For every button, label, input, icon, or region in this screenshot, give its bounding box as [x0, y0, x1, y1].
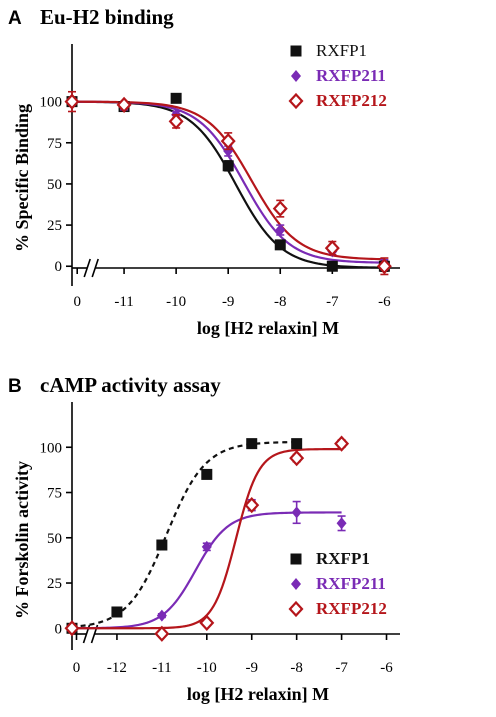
panel-b-point-rxfp1: [246, 438, 258, 450]
panel-a-point-rxfp212: [64, 93, 80, 110]
panel-a-legend-label-rxfp211: RXFP211: [316, 66, 386, 85]
panel-b-axes: 0 25 50 75 100 0 -12 -11 -10 -9 -8 -7 -6: [40, 402, 400, 676]
panel-a-y-tick-label: 100: [40, 95, 63, 111]
panel-b-point-rxfp212: [199, 614, 215, 631]
panel-a-fit-curve-rxfp212: [71, 100, 385, 261]
panel-b-point-rxfp1: [111, 606, 123, 618]
panel-a-y-tick-label: 75: [47, 136, 62, 152]
panel-a-x-tick-label: -7: [326, 294, 339, 310]
panel-a-point-rxfp1: [222, 160, 234, 172]
panel-a-point-rxfp212: [116, 96, 132, 114]
panel-b-point-rxfp211: [201, 540, 212, 553]
panel-a-y-tick-label: 25: [47, 218, 62, 234]
panel-b-y-tick-label: 25: [47, 576, 62, 592]
panel-a-x-tick-label: -11: [114, 294, 133, 310]
panel-b-x-tick-label: -7: [335, 660, 348, 676]
panel-b-point-rxfp211: [156, 609, 167, 622]
panel-b-legend-label-rxfp1: RXFP1: [316, 549, 370, 568]
panel-a-point-rxfp211: [223, 145, 234, 158]
panel-a-point-rxfp1: [326, 260, 338, 272]
panel-b-fit-curve-rxfp212: [72, 447, 342, 630]
panel-a-point-rxfp211: [275, 224, 286, 237]
panel-b-x-tick-label: -9: [245, 660, 258, 676]
panel-a-point-rxfp212: [272, 200, 288, 217]
panel-a-legend-label-rxfp212: RXFP212: [316, 91, 387, 110]
panel-b-point-rxfp212: [334, 435, 350, 452]
panel-b-title: cAMP activity assay: [40, 373, 221, 397]
panel-a-fit-curve-rxfp211: [71, 100, 385, 264]
panel-b-letter: B: [8, 376, 22, 397]
panel-a-point-rxfp1: [274, 239, 286, 251]
panel-b-legend-marker-rxfp1: [290, 553, 302, 565]
panel-a-fit-curves: [71, 100, 385, 269]
panel-a-y-tick-label: 0: [55, 259, 63, 275]
panel-a-y-axis-label: % Specific Binding: [12, 104, 32, 252]
panel-a-point-rxfp212: [376, 258, 392, 275]
panel-b-point-rxfp211: [291, 506, 302, 519]
panel-b-x-tick-label: 0: [73, 660, 81, 676]
panel-a-axes: 0 25 50 75 100 0 -11 -10 -9 -8 -7 -6: [40, 44, 400, 310]
panel-a-point-rxfp212: [168, 113, 184, 130]
panel-a-axis-break-mark: [91, 258, 99, 278]
panel-a-legend: RXFP1 RXFP211 RXFP212: [288, 41, 387, 110]
panel-b-point-rxfp212: [154, 625, 170, 642]
panel-a: A Eu-H2 binding % Specific Binding log […: [8, 5, 400, 338]
panel-b-point-rxfp212: [289, 449, 305, 467]
panel-a-legend-marker-rxfp211: [291, 70, 301, 82]
panel-b-x-tick-label: -11: [152, 660, 171, 676]
panel-b-x-tick-label: -8: [290, 660, 303, 676]
panel-a-x-tick-label: -6: [378, 294, 391, 310]
panel-b-point-rxfp1: [156, 539, 168, 551]
panel-b-y-tick-label: 100: [40, 440, 63, 456]
panel-b-legend-label-rxfp211: RXFP211: [316, 574, 386, 593]
panel-b-y-tick-label: 75: [47, 486, 62, 502]
panel-b-y-tick-label: 50: [47, 531, 62, 547]
panel-a-y-tick-label: 50: [47, 177, 62, 193]
panel-b-y-tick-label: 0: [55, 621, 63, 637]
panel-b-point-rxfp1: [291, 438, 303, 450]
panel-b-legend: RXFP1 RXFP211 RXFP212: [288, 549, 387, 618]
panel-b-fit-curve-rxfp1: [71, 440, 297, 630]
panel-a-point-rxfp212: [220, 133, 236, 150]
panel-a-letter: A: [8, 8, 22, 29]
panel-b-x-tick-label: -10: [197, 660, 217, 676]
panel-a-x-axis-label: log [H2 relaxin] M: [197, 318, 339, 338]
panel-b-point-rxfp1: [201, 468, 213, 480]
panel-b-x-tick-label: -12: [107, 660, 127, 676]
panel-a-point-rxfp1: [170, 92, 182, 104]
panel-b-legend-marker-rxfp212: [288, 600, 304, 618]
panel-a-point-rxfp212: [324, 240, 340, 257]
panel-b-point-rxfp212: [244, 497, 260, 514]
panel-a-fit-curve-rxfp1: [71, 100, 385, 269]
panel-a-axis-break-mark: [83, 258, 91, 278]
panel-b: B cAMP activity assay % Forskolin activi…: [8, 373, 400, 704]
panel-b-point-rxfp211: [336, 517, 347, 530]
panel-a-x-tick-label: 0: [73, 294, 81, 310]
panel-b-point-rxfp212: [64, 620, 80, 637]
panel-a-legend-label-rxfp1: RXFP1: [316, 41, 367, 60]
panel-b-x-tick-label: -6: [380, 660, 393, 676]
panel-b-y-axis-label: % Forskolin activity: [12, 461, 32, 619]
panel-b-x-axis-label: log [H2 relaxin] M: [187, 684, 329, 704]
panel-a-x-tick-label: -8: [274, 294, 287, 310]
panel-a-legend-marker-rxfp212: [288, 92, 304, 110]
panel-a-data-points: [64, 90, 392, 276]
panel-a-x-tick-label: -9: [222, 294, 235, 310]
panel-b-legend-marker-rxfp211: [291, 578, 301, 590]
panel-a-x-tick-label: -10: [166, 294, 186, 310]
panel-a-title: Eu-H2 binding: [40, 5, 174, 29]
panel-b-legend-label-rxfp212: RXFP212: [316, 599, 387, 618]
panel-b-data-points: [64, 435, 350, 642]
panel-a-legend-marker-rxfp1: [290, 45, 302, 57]
